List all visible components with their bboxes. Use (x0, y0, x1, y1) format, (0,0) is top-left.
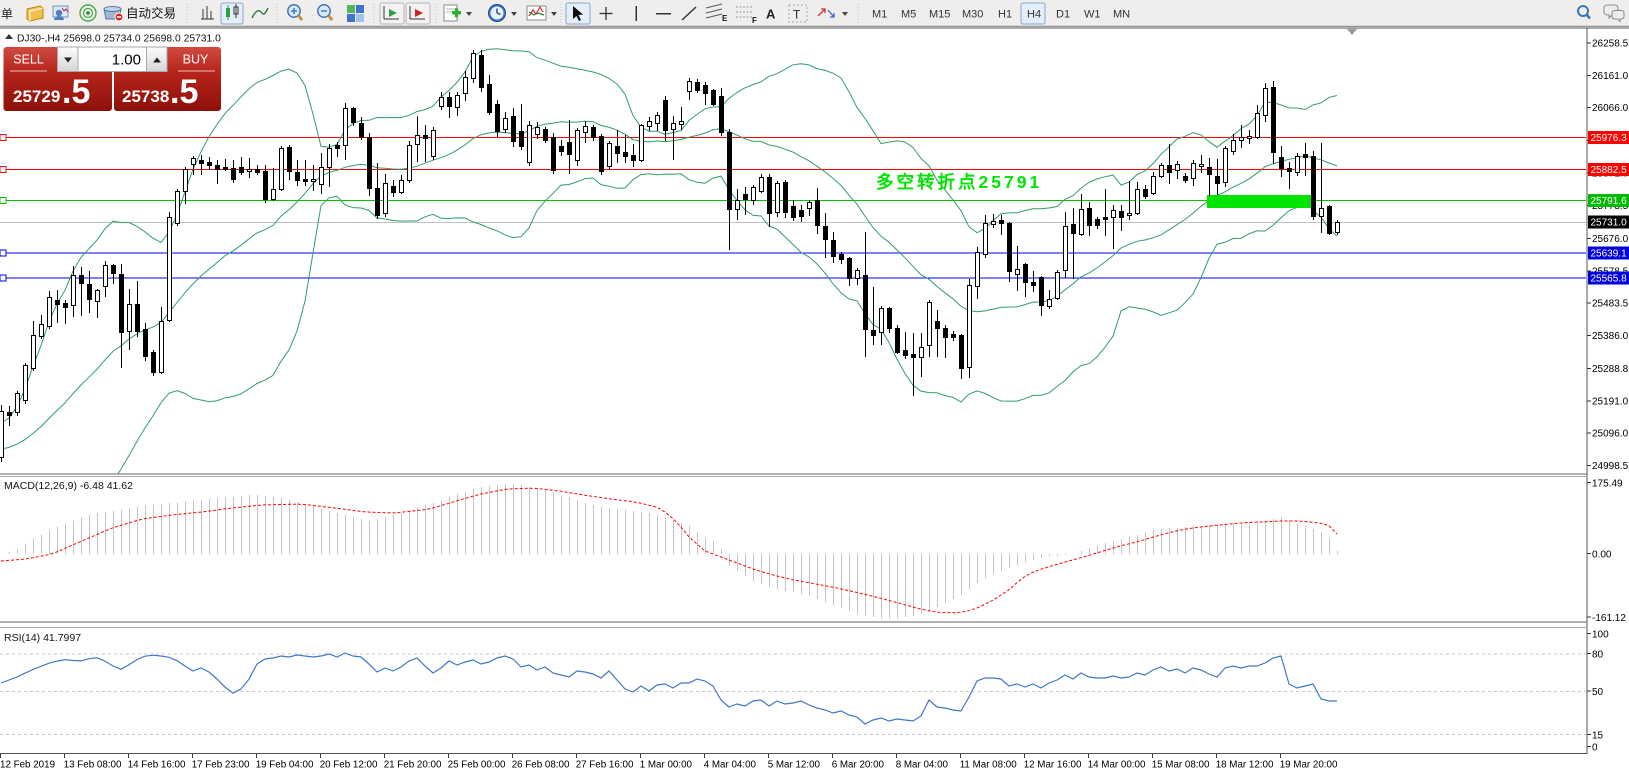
svg-text:12 Mar 16:00: 12 Mar 16:00 (1024, 760, 1082, 771)
svg-text:17 Feb 23:00: 17 Feb 23:00 (192, 760, 250, 771)
svg-text:18 Mar 12:00: 18 Mar 12:00 (1216, 760, 1274, 771)
svg-text:20 Feb 12:00: 20 Feb 12:00 (320, 760, 378, 771)
svg-text:15 Mar 08:00: 15 Mar 08:00 (1152, 760, 1210, 771)
svg-text:H1: H1 (998, 9, 1012, 21)
svg-text:25738: 25738 (122, 87, 169, 106)
svg-text:4 Mar 04:00: 4 Mar 04:00 (704, 760, 757, 771)
svg-text:24998.5: 24998.5 (1592, 461, 1629, 472)
svg-text:0: 0 (1592, 743, 1598, 754)
svg-text:13 Feb 08:00: 13 Feb 08:00 (64, 760, 122, 771)
svg-text:175.49: 175.49 (1592, 479, 1623, 490)
svg-text:80: 80 (1592, 650, 1604, 661)
svg-text:26066.0: 26066.0 (1592, 103, 1629, 114)
svg-text:27 Feb 16:00: 27 Feb 16:00 (576, 760, 634, 771)
svg-text:A: A (766, 7, 776, 22)
svg-text:M5: M5 (901, 9, 916, 21)
svg-text:MACD(12,26,9) -6.48 41.62: MACD(12,26,9) -6.48 41.62 (4, 480, 133, 492)
svg-text:E: E (722, 14, 728, 23)
svg-text:0.00: 0.00 (1592, 549, 1612, 560)
svg-text:25565.8: 25565.8 (1591, 274, 1628, 285)
svg-text:12 Feb 2019: 12 Feb 2019 (0, 760, 55, 771)
svg-text:-161.12: -161.12 (1592, 613, 1626, 624)
svg-text:25676.0: 25676.0 (1592, 234, 1629, 245)
svg-text:M15: M15 (929, 9, 950, 21)
svg-text:26161.0: 26161.0 (1592, 71, 1629, 82)
svg-text:11 Mar 08:00: 11 Mar 08:00 (960, 760, 1018, 771)
svg-text:1.00: 1.00 (112, 52, 141, 69)
svg-text:F: F (752, 16, 757, 25)
svg-text:SELL: SELL (13, 53, 44, 67)
svg-text:单: 单 (1, 7, 13, 21)
svg-text:50: 50 (1592, 687, 1604, 698)
svg-text:.5: .5 (62, 73, 90, 111)
svg-text:26258.5: 26258.5 (1592, 39, 1629, 50)
svg-text:6 Mar 20:00: 6 Mar 20:00 (832, 760, 885, 771)
svg-text:M30: M30 (962, 9, 983, 21)
svg-text:14 Feb 16:00: 14 Feb 16:00 (128, 760, 186, 771)
svg-text:25 Feb 00:00: 25 Feb 00:00 (448, 760, 506, 771)
svg-text:25729: 25729 (13, 87, 60, 106)
svg-text:.5: .5 (170, 73, 198, 111)
svg-text:100: 100 (1592, 630, 1609, 641)
svg-text:MN: MN (1113, 9, 1130, 21)
svg-text:25096.0: 25096.0 (1592, 429, 1629, 440)
svg-text:25639.1: 25639.1 (1591, 248, 1628, 259)
svg-text:25882.5: 25882.5 (1591, 165, 1628, 176)
svg-text:1 Mar 00:00: 1 Mar 00:00 (640, 760, 693, 771)
svg-text:BUY: BUY (183, 53, 209, 67)
svg-text:H4: H4 (1027, 9, 1041, 21)
svg-text:21 Feb 20:00: 21 Feb 20:00 (384, 760, 442, 771)
svg-text:19 Mar 20:00: 19 Mar 20:00 (1280, 760, 1338, 771)
svg-text:26 Feb 08:00: 26 Feb 08:00 (512, 760, 570, 771)
svg-text:M1: M1 (872, 9, 887, 21)
svg-text:DJ30-,H4 25698.0 25734.0 2569: DJ30-,H4 25698.0 25734.0 25698.0 25731.0 (17, 34, 221, 45)
svg-text:25288.8: 25288.8 (1592, 364, 1629, 375)
svg-text:25191.0: 25191.0 (1592, 397, 1629, 408)
svg-text:25386.0: 25386.0 (1592, 331, 1629, 342)
svg-text:自动交易: 自动交易 (126, 6, 176, 21)
svg-text:多空转折点25791: 多空转折点25791 (876, 172, 1042, 192)
svg-text:25791.6: 25791.6 (1591, 196, 1628, 207)
svg-text:25483.5: 25483.5 (1592, 299, 1629, 310)
svg-text:15: 15 (1592, 731, 1604, 742)
svg-text:14 Mar 00:00: 14 Mar 00:00 (1088, 760, 1146, 771)
svg-text:19 Feb 04:00: 19 Feb 04:00 (256, 760, 314, 771)
svg-text:D1: D1 (1056, 9, 1070, 21)
svg-text:5 Mar 12:00: 5 Mar 12:00 (768, 760, 821, 771)
svg-text:25976.3: 25976.3 (1591, 133, 1628, 144)
svg-text:W1: W1 (1084, 9, 1101, 21)
svg-text:8 Mar 04:00: 8 Mar 04:00 (896, 760, 949, 771)
svg-text:RSI(14) 41.7997: RSI(14) 41.7997 (4, 632, 81, 644)
svg-text:T: T (793, 8, 801, 22)
svg-text:25731.0: 25731.0 (1591, 218, 1628, 229)
